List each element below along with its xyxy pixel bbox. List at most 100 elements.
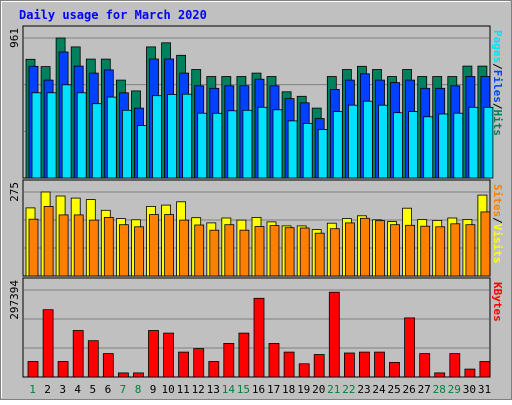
bar-kbytes-day-2 <box>42 309 54 378</box>
day-label: 31 <box>478 383 491 396</box>
bar-sites-day-5 <box>88 219 99 277</box>
day-label: 30 <box>463 383 476 396</box>
bar-kbytes-day-12 <box>193 348 205 378</box>
bar-sites-day-14 <box>224 224 235 277</box>
bar-sites-day-23 <box>359 217 370 277</box>
day-label: 24 <box>372 383 386 396</box>
bar-sites-day-31 <box>480 211 491 277</box>
bar-pages-day-4 <box>76 92 87 179</box>
bar-pages-day-19 <box>302 123 313 179</box>
bar-kbytes-day-26 <box>404 317 416 378</box>
panel-kbytes: 297394 KBytes <box>8 277 504 378</box>
panel-legend: KBytes <box>491 282 504 322</box>
bar-kbytes-day-21 <box>328 291 340 378</box>
bar-sites-day-21 <box>329 228 340 277</box>
bar-pages-day-26 <box>408 111 419 179</box>
legend-visits: Visits <box>491 224 504 264</box>
bar-pages-day-28 <box>438 113 449 179</box>
bar-kbytes-day-6 <box>102 353 114 378</box>
bar-sites-day-1 <box>28 218 39 277</box>
bar-sites-day-9 <box>149 214 159 277</box>
bar-sites-day-18 <box>284 227 295 277</box>
bar-pages-day-3 <box>61 84 72 179</box>
bar-kbytes-day-19 <box>298 363 310 378</box>
panel-visitors: 275 Sites/Visits <box>8 179 504 277</box>
bar-sites-day-30 <box>465 224 476 277</box>
day-label: 20 <box>312 383 325 396</box>
bar-kbytes-day-14 <box>223 342 235 378</box>
legend-sep: / <box>491 217 504 224</box>
panel-max-label: 961 <box>8 28 21 48</box>
legend-pages: Pages <box>491 30 504 63</box>
bar-pages-day-29 <box>453 112 464 179</box>
bar-pages-day-31 <box>483 106 494 179</box>
bar-pages-day-10 <box>167 94 178 179</box>
bar-pages-day-14 <box>227 110 238 179</box>
bar-kbytes-day-20 <box>313 354 325 378</box>
panel-requests: 961 Pages/Files/Hits <box>8 25 504 179</box>
day-label: 2 <box>44 383 51 396</box>
bar-pages-day-20 <box>317 129 328 179</box>
bar-pages-day-5 <box>91 103 102 179</box>
bar-kbytes-day-25 <box>389 361 400 378</box>
day-label: 6 <box>105 383 112 396</box>
legend-hits: Hits <box>491 110 504 137</box>
bar-kbytes-day-1 <box>27 361 39 378</box>
bar-sites-day-19 <box>299 227 310 277</box>
bar-sites-day-17 <box>269 225 280 277</box>
bar-kbytes-day-9 <box>148 330 159 378</box>
bar-pages-day-25 <box>393 112 403 179</box>
bar-sites-day-22 <box>344 222 355 277</box>
bar-kbytes-day-8 <box>133 372 144 378</box>
bar-pages-day-24 <box>378 104 388 179</box>
panel-max-label: 275 <box>8 182 21 202</box>
day-label: 28 <box>433 383 446 396</box>
day-label: 26 <box>402 383 415 396</box>
bar-kbytes-day-16 <box>253 297 265 378</box>
bar-pages-day-30 <box>468 106 479 179</box>
panel-legend: Sites/Visits <box>491 184 504 264</box>
bar-kbytes-day-4 <box>72 330 84 378</box>
bar-sites-day-29 <box>450 223 461 277</box>
panel-max-label: 297394 <box>8 280 21 320</box>
bar-pages-day-11 <box>182 93 193 179</box>
day-label: 4 <box>74 383 81 396</box>
bar-pages-day-21 <box>332 111 343 179</box>
legend-sep: / <box>491 103 504 110</box>
bar-sites-day-28 <box>435 226 446 277</box>
bar-kbytes-day-22 <box>343 352 355 378</box>
bar-sites-day-16 <box>254 226 265 277</box>
bar-sites-day-10 <box>164 214 175 277</box>
bar-kbytes-day-27 <box>419 353 431 378</box>
bar-sites-day-27 <box>420 225 431 277</box>
day-label: 13 <box>207 383 220 396</box>
bar-sites-day-7 <box>119 224 129 277</box>
bar-pages-day-2 <box>46 92 57 179</box>
bar-kbytes-day-11 <box>178 351 190 378</box>
bar-pages-day-13 <box>212 112 223 179</box>
bar-sites-day-20 <box>314 232 325 277</box>
bar-pages-day-6 <box>106 96 117 179</box>
bar-sites-day-24 <box>375 220 385 277</box>
legend-files: Files <box>491 70 504 103</box>
bar-pages-day-15 <box>242 109 253 179</box>
x-axis-labels: 1 2 3 4 5 6 7 8 9 10 11 12 13 14 15 16 17 18 19 20 21 22 23 24 2… <box>29 383 491 396</box>
day-label: 25 <box>387 383 400 396</box>
day-label: 12 <box>192 383 205 396</box>
day-label: 15 <box>237 383 250 396</box>
day-label: 3 <box>59 383 66 396</box>
bar-kbytes-day-31 <box>479 361 491 378</box>
bar-pages-day-8 <box>137 125 147 179</box>
day-label: 19 <box>297 383 310 396</box>
bar-pages-day-1 <box>31 92 42 179</box>
day-label: 21 <box>327 383 340 396</box>
bar-pages-day-27 <box>423 116 434 179</box>
bar-pages-day-16 <box>257 106 268 179</box>
bar-sites-day-11 <box>179 219 190 277</box>
bar-kbytes-day-24 <box>374 351 385 378</box>
bar-kbytes-day-15 <box>238 332 250 378</box>
day-label: 5 <box>89 383 96 396</box>
bar-kbytes-day-13 <box>208 361 220 378</box>
day-label: 18 <box>282 383 295 396</box>
